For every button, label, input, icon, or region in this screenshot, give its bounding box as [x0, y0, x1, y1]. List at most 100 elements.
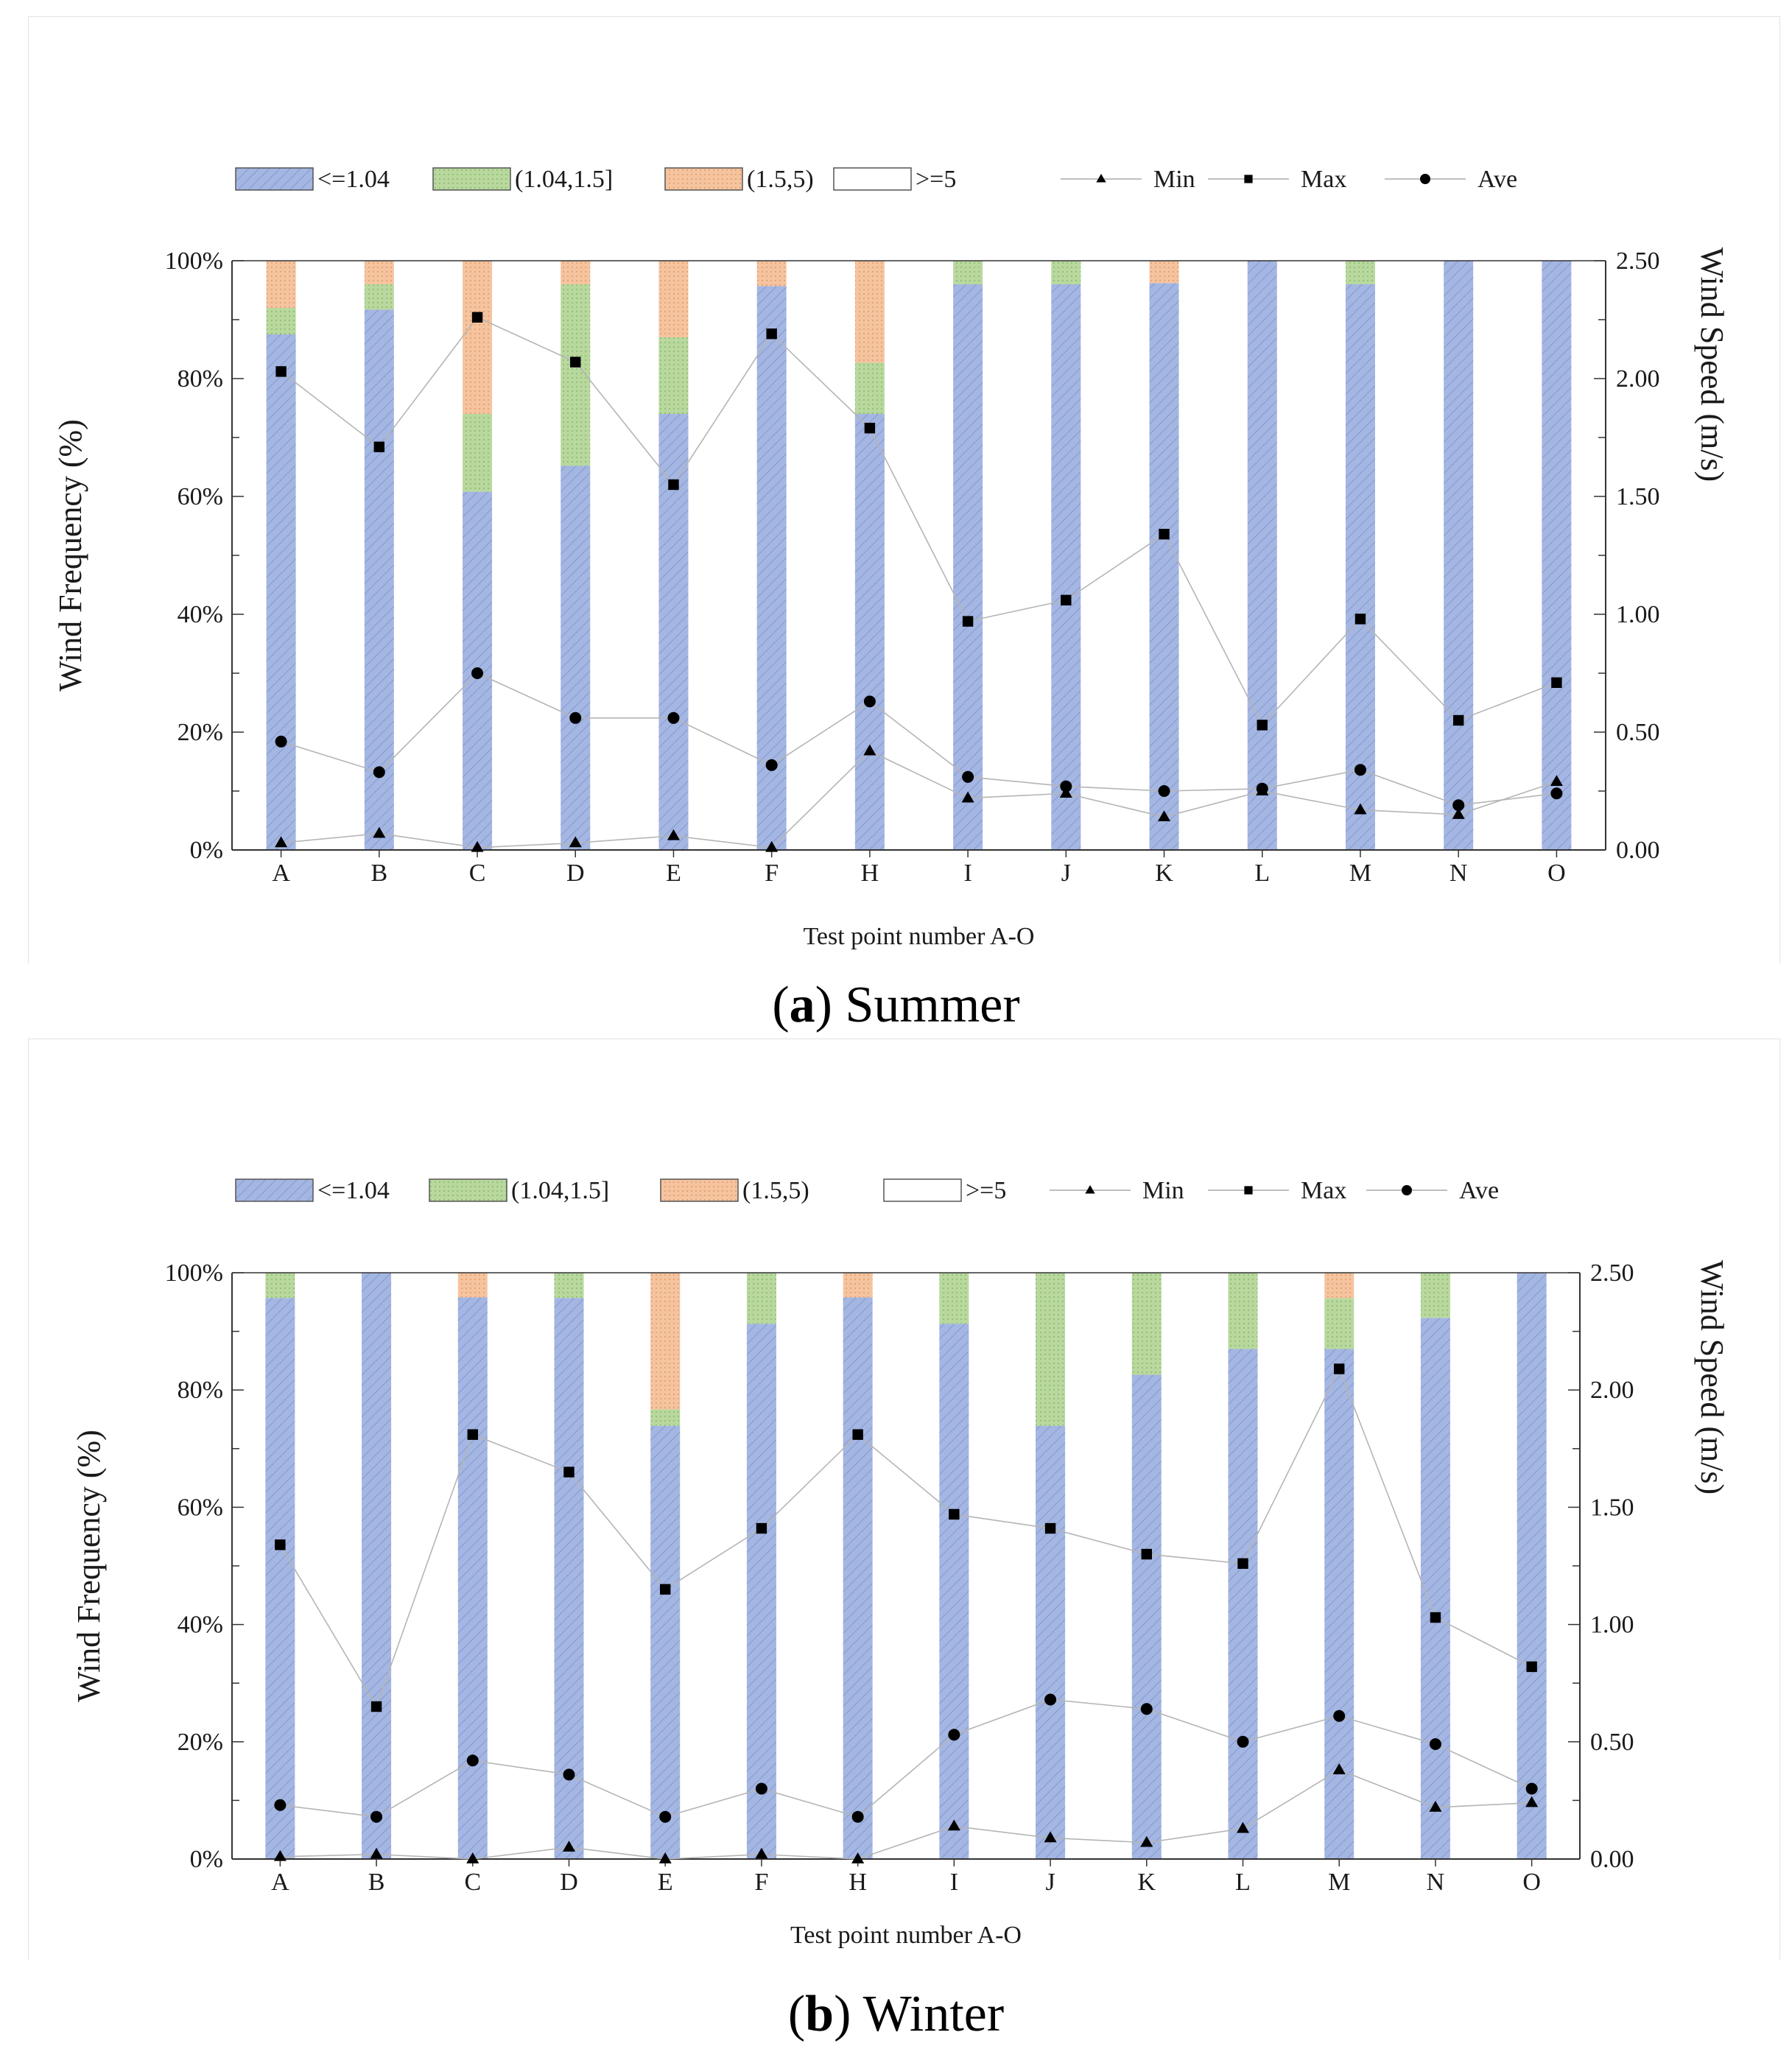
winter-bar-I-0: [939, 1324, 969, 1859]
summer-caption-text: Summer: [845, 977, 1020, 1033]
winter-xtick-label-L: L: [1235, 1869, 1251, 1896]
summer-point-max-K: [1159, 529, 1170, 540]
summer-point-min-D: [569, 836, 582, 848]
summer-legend-label-3: >=5: [916, 166, 956, 193]
summer-bar-M-1: [1345, 261, 1375, 284]
summer-point-ave-L: [1256, 782, 1268, 795]
winter-point-ave-K: [1140, 1703, 1153, 1715]
winter-bar-O-0: [1517, 1273, 1547, 1859]
summer-ytick-right-label-0: 0.00: [1616, 837, 1660, 864]
summer-legend-swatch-3: [833, 167, 912, 191]
summer-bar-B-1: [364, 284, 394, 310]
winter-bar-C-0: [457, 1297, 488, 1859]
winter-bar-H-2: [843, 1273, 873, 1298]
winter-xtick-label-J: J: [1045, 1869, 1055, 1896]
winter-point-max-I: [949, 1508, 960, 1520]
winter-point-min-N: [1429, 1800, 1442, 1812]
summer-x-axis-title: Test point number A-O: [804, 923, 1035, 950]
winter-line-min: [280, 1769, 1532, 1860]
winter-ytick-right-label-3: 1.50: [1590, 1494, 1634, 1521]
summer-point-ave-N: [1452, 799, 1465, 812]
winter-point-max-M: [1334, 1363, 1345, 1374]
summer-point-ave-D: [569, 711, 582, 724]
winter-bar-M-2: [1324, 1273, 1354, 1299]
summer-axes: 0% 20% 40% 60% 80% 100% 0.00 0.50 1.00 1.50 2.00 2.…: [52, 247, 1730, 950]
winter-point-min-B: [370, 1847, 383, 1859]
winter-chart: <=1.04 (1.04,1.5] (1.5,5) >=5 Min Max Ave 0% 20%…: [71, 1177, 1730, 1949]
winter-point-ave-N: [1429, 1737, 1441, 1750]
winter-legend-marker-0: [1085, 1185, 1095, 1194]
summer-point-min-E: [667, 829, 681, 840]
winter-point-min-I: [947, 1819, 960, 1831]
winter-caption-letter: b: [805, 1986, 834, 2042]
winter-bar-E-1: [650, 1409, 681, 1426]
winter-legend-label-1: (1.04,1.5]: [511, 1177, 609, 1204]
summer-point-min-J: [1059, 787, 1072, 798]
winter-point-max-L: [1237, 1558, 1248, 1570]
summer-point-max-B: [373, 441, 385, 452]
summer-ytick-left-label-2: 40%: [178, 601, 223, 628]
summer-xtick-label-I: I: [963, 860, 971, 887]
winter-bar-J-0: [1036, 1425, 1066, 1859]
winter-bar-F-0: [746, 1324, 776, 1859]
summer-bar-B-2: [364, 261, 394, 284]
summer-point-ave-K: [1158, 785, 1170, 797]
summer-ytick-right-label-4: 2.00: [1616, 365, 1660, 393]
winter-point-max-O: [1526, 1661, 1537, 1673]
summer-point-max-A: [275, 366, 287, 377]
winter-bar-E-2: [650, 1273, 681, 1410]
winter-point-ave-B: [370, 1810, 383, 1823]
winter-xtick-label-O: O: [1522, 1869, 1541, 1896]
winter-point-max-J: [1044, 1522, 1056, 1534]
winter-bar-A-1: [265, 1273, 295, 1299]
winter-bar-F-1: [746, 1273, 776, 1324]
winter-ytick-left-label-1: 20%: [178, 1729, 223, 1756]
summer-legend-swatch-1: [432, 167, 511, 191]
summer-bar-J-0: [1051, 284, 1081, 850]
summer-point-min-I: [961, 791, 974, 803]
winter-ytick-right-label-4: 2.00: [1590, 1377, 1634, 1404]
winter-y-axis-title-right: Wind Speed (m/s): [1694, 1260, 1730, 1494]
winter-bar-L-1: [1228, 1273, 1258, 1349]
summer-line-max: [281, 316, 1557, 726]
winter-bar-L-0: [1228, 1349, 1258, 1859]
winter-bar-D-1: [554, 1273, 584, 1299]
summer-ytick-right-label-1: 0.50: [1616, 719, 1660, 746]
summer-point-max-E: [668, 479, 679, 491]
winter-point-min-M: [1332, 1763, 1346, 1774]
summer-bar-A-0: [266, 334, 296, 850]
winter-y-axis-title-left: Wind Frequency (%): [71, 1430, 107, 1702]
summer-xtick-label-M: M: [1349, 860, 1371, 887]
summer-xtick-label-F: F: [765, 860, 779, 887]
winter-point-min-F: [755, 1847, 768, 1859]
summer-point-min-M: [1354, 803, 1367, 815]
winter-xtick-label-M: M: [1328, 1869, 1350, 1896]
winter-ytick-left-label-3: 60%: [178, 1494, 223, 1521]
winter-bar-M-0: [1324, 1349, 1354, 1859]
summer-ytick-left-label-5: 100%: [165, 247, 223, 275]
summer-xtick-label-D: D: [566, 860, 585, 887]
summer-xtick-label-B: B: [370, 860, 387, 887]
winter-xtick-label-E: E: [658, 1869, 673, 1896]
winter-x-axis-title: Test point number A-O: [790, 1922, 1022, 1949]
winter-bar-B-0: [362, 1273, 392, 1859]
summer-ytick-left-label-1: 20%: [178, 719, 223, 746]
winter-bar-M-1: [1324, 1298, 1354, 1349]
winter-ytick-left-label-2: 40%: [178, 1612, 223, 1639]
summer-bar-F-0: [756, 286, 787, 850]
winter-point-max-E: [660, 1584, 671, 1595]
winter-caption: (b) Winter: [787, 1986, 1005, 2042]
summer-xtick-label-A: A: [272, 860, 290, 887]
summer-point-min-K: [1157, 810, 1171, 822]
winter-bar-K-1: [1131, 1273, 1162, 1375]
winter-point-min-A: [273, 1849, 287, 1861]
summer-point-min-F: [765, 840, 779, 852]
winter-ytick-right-label-0: 0.00: [1590, 1846, 1634, 1873]
winter-point-max-F: [756, 1522, 767, 1534]
summer-bar-N-0: [1444, 261, 1474, 850]
winter-bar-D-0: [554, 1298, 584, 1859]
winter-lines: [273, 1363, 1539, 1863]
summer-point-ave-A: [275, 735, 287, 748]
summer-bars: [266, 261, 1572, 850]
winter-point-ave-L: [1237, 1735, 1249, 1748]
